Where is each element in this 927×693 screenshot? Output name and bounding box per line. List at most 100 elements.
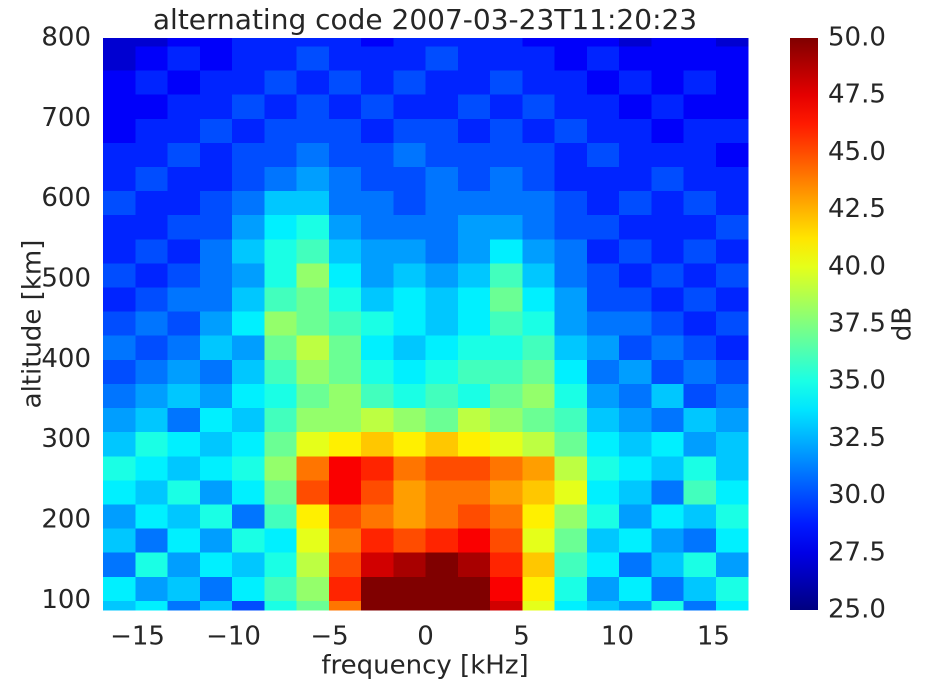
heatmap-cell <box>490 70 523 95</box>
heatmap-cell <box>522 38 555 47</box>
heatmap-cell <box>199 166 233 192</box>
heatmap-cell <box>264 142 297 168</box>
heatmap-cell <box>328 70 362 95</box>
heatmap-cell <box>586 455 620 481</box>
heatmap-cell <box>135 214 168 240</box>
heatmap-cell <box>135 552 168 577</box>
heatmap-cell <box>199 214 233 240</box>
heatmap-cell <box>619 118 652 143</box>
colorbar-tick-label: 30.0 <box>828 480 886 510</box>
heatmap-cell <box>199 287 233 312</box>
heatmap-cell <box>135 407 168 433</box>
heatmap-cell <box>264 335 297 360</box>
heatmap-cell <box>135 142 168 168</box>
heatmap-cell <box>457 262 491 288</box>
chart-title: alternating code 2007-03-23T11:20:23 <box>153 3 697 36</box>
heatmap-cell <box>167 359 201 384</box>
colorbar-tick-label: 40.0 <box>828 251 886 281</box>
heatmap-cell <box>457 214 491 240</box>
heatmap-cell <box>167 262 201 288</box>
heatmap-cell <box>522 94 555 119</box>
heatmap-cell <box>135 46 168 71</box>
y-tick-label: 400 <box>41 344 91 374</box>
heatmap-cell <box>296 335 330 360</box>
heatmap-cell <box>264 576 297 601</box>
heatmap-cell <box>393 166 426 192</box>
heatmap-cell <box>554 407 588 433</box>
heatmap <box>103 38 749 611</box>
heatmap-cell <box>296 287 330 312</box>
heatmap-cell <box>554 166 588 192</box>
heatmap-cell <box>393 118 426 143</box>
heatmap-cell <box>522 383 555 409</box>
heatmap-cell <box>264 479 297 505</box>
heatmap-cell <box>457 335 491 360</box>
y-tick-label: 800 <box>41 23 91 53</box>
heatmap-cell <box>296 214 330 240</box>
colorbar-tick-label: 35.0 <box>828 366 886 396</box>
heatmap-cell <box>361 528 394 553</box>
heatmap-cell <box>135 94 168 119</box>
heatmap-cell <box>264 552 297 577</box>
heatmap-cell <box>135 431 168 457</box>
heatmap-cell <box>490 118 523 143</box>
heatmap-cell <box>619 407 652 433</box>
heatmap-cell <box>425 287 459 312</box>
heatmap-cell <box>651 552 684 577</box>
heatmap-cell <box>135 262 168 288</box>
heatmap-cell <box>522 287 555 312</box>
heatmap-cell <box>619 94 652 119</box>
heatmap-cell <box>199 479 233 505</box>
heatmap-cell <box>232 190 265 216</box>
heatmap-cell <box>199 311 233 336</box>
heatmap-cell <box>651 166 684 192</box>
heatmap-cell <box>619 287 652 312</box>
heatmap-cell <box>361 287 394 312</box>
heatmap-cell <box>651 383 684 409</box>
heatmap-cell <box>619 335 652 360</box>
heatmap-cell <box>103 552 136 577</box>
heatmap-cell <box>167 214 201 240</box>
heatmap-cell <box>328 335 362 360</box>
heatmap-cell <box>554 359 588 384</box>
heatmap-cell <box>586 552 620 577</box>
heatmap-cell <box>167 118 201 143</box>
heatmap-cell <box>393 600 426 611</box>
heatmap-cell <box>554 142 588 168</box>
heatmap-cell <box>167 600 201 611</box>
heatmap-cell <box>586 38 620 47</box>
heatmap-cell <box>683 407 717 433</box>
heatmap-cell <box>103 528 136 553</box>
heatmap-cell <box>619 46 652 71</box>
heatmap-cell <box>232 262 265 288</box>
heatmap-cell <box>135 238 168 264</box>
heatmap-cell <box>522 431 555 457</box>
heatmap-cell <box>135 359 168 384</box>
heatmap-cell <box>328 311 362 336</box>
heatmap-cell <box>457 190 491 216</box>
heatmap-cell <box>683 552 717 577</box>
heatmap-cell <box>522 479 555 505</box>
heatmap-cell <box>457 70 491 95</box>
heatmap-cell <box>232 335 265 360</box>
heatmap-cell <box>103 407 136 433</box>
heatmap-cell <box>586 528 620 553</box>
heatmap-cell <box>586 600 620 611</box>
heatmap-cell <box>586 479 620 505</box>
heatmap-cell <box>361 166 394 192</box>
heatmap-cell <box>457 528 491 553</box>
heatmap-cell <box>425 214 459 240</box>
heatmap-cell <box>135 311 168 336</box>
heatmap-cell <box>393 214 426 240</box>
heatmap-cell <box>135 503 168 529</box>
heatmap-cell <box>393 455 426 481</box>
heatmap-cell <box>554 576 588 601</box>
heatmap-cell <box>167 552 201 577</box>
heatmap-cell <box>586 359 620 384</box>
heatmap-cell <box>425 407 459 433</box>
heatmap-cell <box>683 383 717 409</box>
heatmap-cell <box>457 359 491 384</box>
heatmap-cell <box>328 238 362 264</box>
heatmap-cell <box>425 311 459 336</box>
heatmap-cell <box>490 166 523 192</box>
